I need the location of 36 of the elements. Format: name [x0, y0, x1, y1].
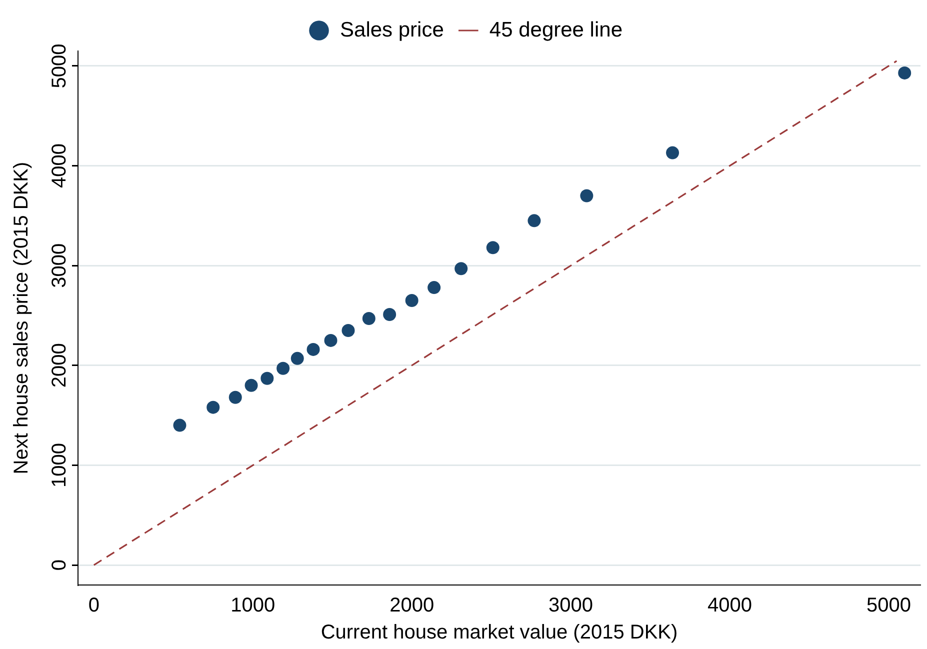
point — [244, 378, 258, 392]
y-tick-label: 2000 — [48, 343, 71, 388]
point — [428, 281, 441, 294]
legend-label: Sales price — [340, 18, 444, 42]
point — [666, 146, 680, 160]
point — [206, 400, 220, 414]
y-tick-label: 4000 — [48, 144, 71, 188]
point — [228, 390, 242, 404]
y-tick-label: 5000 — [48, 44, 71, 88]
point — [342, 324, 355, 337]
point — [580, 189, 594, 202]
y-tick-label: 3000 — [48, 243, 71, 288]
point — [362, 312, 376, 325]
point — [306, 342, 320, 356]
y-tick-label: 0 — [48, 559, 71, 571]
point — [405, 294, 418, 308]
x-tick-label: 2000 — [390, 594, 434, 617]
point — [276, 362, 290, 375]
y-tick-label: 1000 — [48, 442, 71, 488]
point — [290, 352, 304, 365]
point — [486, 241, 500, 254]
y-axis-title: Next house sales price (2015 DKK) — [10, 162, 33, 474]
x-tick-label: 1000 — [230, 594, 276, 617]
x-tick-label: 3000 — [548, 594, 594, 617]
point — [324, 334, 338, 347]
x-tick-label: 5000 — [866, 594, 911, 617]
x-tick-label: 4000 — [707, 594, 752, 617]
legend-label: 45 degree line — [489, 18, 622, 42]
x-axis-title: Current house market value (2015 DKK) — [320, 622, 678, 644]
point — [528, 214, 541, 228]
point — [383, 308, 396, 322]
point — [260, 372, 274, 385]
point — [173, 418, 186, 432]
point — [898, 66, 912, 80]
point — [454, 262, 468, 276]
x-tick-label: 0 — [88, 594, 100, 617]
